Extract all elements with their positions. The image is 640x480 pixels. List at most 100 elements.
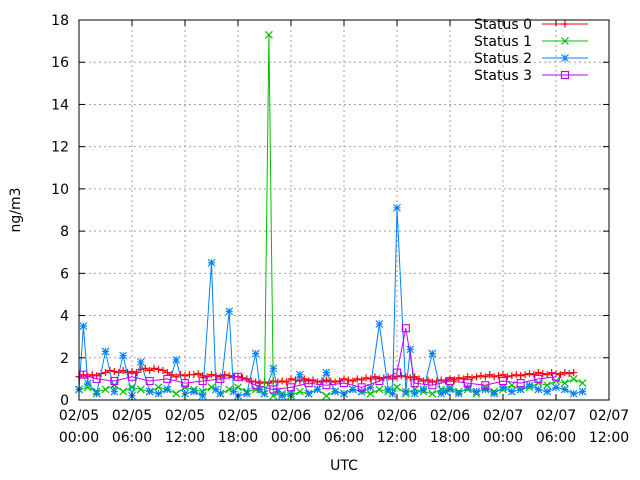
data-point — [340, 389, 348, 398]
data-point — [357, 383, 366, 392]
data-point — [560, 379, 569, 388]
data-point — [102, 369, 109, 377]
data-point — [180, 379, 190, 388]
data-point — [128, 368, 136, 375]
series-3 — [79, 324, 561, 394]
data-point — [216, 389, 225, 398]
x-tick-label-time: 18:00 — [430, 430, 470, 446]
legend-label: Status 3 — [474, 68, 532, 84]
data-point — [339, 379, 349, 388]
data-point — [441, 387, 450, 396]
data-point — [454, 389, 463, 398]
data-point — [83, 379, 92, 387]
data-point — [110, 376, 119, 386]
data-point — [172, 389, 181, 398]
data-point — [499, 383, 507, 392]
data-point — [278, 391, 287, 400]
data-point — [154, 389, 163, 398]
data-point — [101, 347, 110, 356]
y-tick-label: 2 — [60, 351, 69, 367]
data-point — [216, 374, 225, 383]
data-point — [233, 372, 243, 381]
data-point — [304, 379, 313, 388]
data-point — [578, 387, 587, 396]
data-point — [428, 381, 437, 390]
data-point — [208, 371, 215, 379]
data-point — [225, 307, 234, 316]
data-point — [119, 387, 128, 396]
data-point — [172, 356, 181, 364]
data-point — [101, 385, 110, 394]
data-point — [543, 381, 552, 390]
y-tick-label: 16 — [51, 55, 69, 71]
data-point — [340, 375, 348, 383]
data-point — [401, 324, 410, 333]
data-point — [481, 373, 489, 381]
data-point — [551, 372, 561, 381]
data-point — [304, 389, 313, 398]
data-point — [322, 391, 331, 400]
data-point — [375, 376, 384, 386]
data-point — [503, 373, 511, 381]
data-point — [402, 373, 410, 381]
data-point — [274, 378, 282, 386]
data-point — [410, 379, 419, 388]
data-point — [516, 379, 525, 388]
x-tick-label-time: 06:00 — [324, 430, 364, 446]
data-point — [295, 387, 304, 396]
data-point — [322, 381, 331, 390]
data-point — [136, 385, 145, 394]
y-tick-label: 18 — [51, 13, 69, 29]
data-point — [286, 383, 296, 392]
x-tick-label-date: 02/07 — [536, 408, 576, 424]
data-point — [490, 373, 498, 381]
data-point — [172, 373, 180, 381]
x-axis-label: UTC — [330, 458, 358, 474]
data-point — [296, 377, 304, 385]
data-point — [525, 381, 534, 390]
data-point — [146, 366, 154, 374]
data-point — [283, 378, 291, 386]
data-point — [539, 370, 547, 378]
series-1 — [75, 30, 587, 400]
data-point — [119, 351, 128, 360]
data-point — [463, 379, 472, 388]
data-point — [495, 372, 503, 380]
data-point — [561, 369, 569, 377]
series-line — [83, 328, 557, 390]
data-point — [366, 383, 375, 392]
data-point — [481, 381, 490, 390]
data-point — [159, 366, 167, 374]
data-point — [367, 375, 374, 383]
x-tick-label-time: 00:00 — [59, 430, 99, 446]
data-point — [154, 383, 163, 392]
data-point — [406, 374, 414, 382]
data-point — [565, 370, 573, 378]
data-point — [486, 371, 494, 379]
data-point — [189, 387, 198, 396]
data-point — [358, 376, 366, 384]
data-point — [198, 391, 207, 400]
data-point — [468, 374, 476, 382]
data-point — [517, 372, 525, 380]
y-tick-label: 10 — [51, 182, 69, 198]
data-point — [521, 371, 529, 379]
data-point — [353, 375, 361, 383]
data-point — [569, 389, 578, 398]
data-point — [498, 376, 508, 386]
data-point — [264, 30, 273, 39]
data-point — [181, 372, 189, 380]
data-point — [578, 379, 587, 388]
legend-marker — [561, 54, 569, 62]
x-tick-label-date: 02/06 — [271, 408, 311, 424]
data-point — [477, 372, 485, 380]
data-point — [410, 389, 419, 398]
data-point — [278, 377, 286, 385]
data-point — [406, 345, 415, 354]
data-point — [415, 375, 423, 383]
data-point — [560, 385, 569, 394]
data-point — [481, 385, 490, 394]
y-tick-label: 12 — [51, 140, 69, 156]
x-tick-label-date: 02/06 — [430, 408, 470, 424]
